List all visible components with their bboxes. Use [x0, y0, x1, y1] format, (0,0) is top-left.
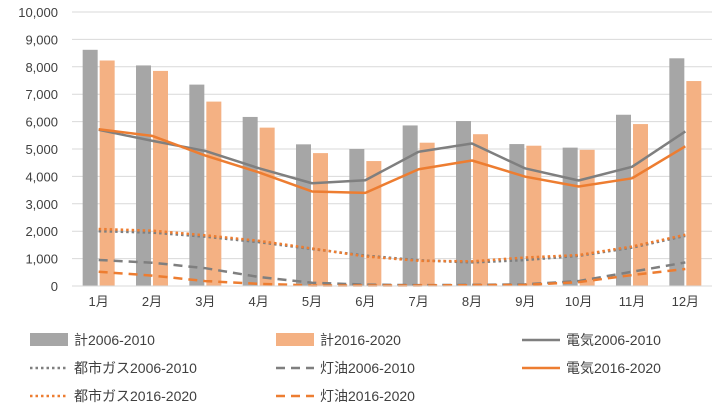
legend: 計2006-2010 計2016-2020 電気2006-2010 都市ガス2006-…	[30, 332, 661, 404]
bar	[509, 144, 525, 286]
x-tick-label: 4月	[249, 294, 269, 309]
bar	[349, 149, 365, 286]
bar	[366, 161, 382, 286]
legend-label: 計2016-2020	[320, 332, 401, 348]
legend-item: 計2016-2020	[276, 332, 401, 348]
series-lines	[98, 128, 687, 287]
legend-label: 灯油2016-2020	[320, 388, 415, 404]
bar	[206, 101, 222, 287]
bar	[259, 127, 275, 287]
y-tick-label: 5,000	[25, 142, 58, 157]
y-axis-ticks: 0 1,000 2,000 3,000 4,000 5,000 6,000 7,000 8,00…	[18, 5, 58, 294]
series-line	[98, 227, 686, 263]
legend-item: 電気2006-2010	[522, 332, 661, 348]
y-tick-label: 9,000	[25, 32, 58, 47]
bar	[686, 81, 702, 286]
x-tick-label: 8月	[462, 294, 482, 309]
y-tick-label: 6,000	[25, 115, 58, 130]
bar	[136, 65, 151, 287]
legend-label: 計2006-2010	[74, 332, 155, 348]
legend-item: 計2006-2010	[30, 332, 155, 348]
legend-item: 灯油2006-2010	[276, 360, 415, 376]
bar	[189, 84, 205, 286]
series-line	[98, 128, 687, 185]
bar	[313, 153, 328, 286]
legend-item: 都市ガス2006-2010	[30, 360, 197, 376]
legend-swatch	[276, 333, 314, 346]
legend-label: 灯油2006-2010	[320, 360, 415, 376]
legend-label: 電気2006-2010	[566, 332, 661, 348]
legend-item: 都市ガス2016-2020	[30, 388, 197, 404]
legend-swatch	[30, 333, 68, 346]
bar	[633, 124, 648, 286]
x-tick-label: 1月	[89, 294, 109, 309]
x-tick-label: 5月	[302, 294, 322, 309]
x-tick-label: 9月	[515, 294, 535, 309]
y-tick-label: 2,000	[25, 224, 58, 239]
y-tick-label: 7,000	[25, 87, 58, 102]
x-tick-label: 12月	[672, 294, 699, 309]
bar	[99, 60, 115, 286]
series-line	[98, 258, 686, 287]
series-line	[98, 128, 686, 195]
y-tick-label: 8,000	[25, 60, 58, 75]
x-tick-label: 3月	[195, 294, 215, 309]
bar	[579, 149, 595, 286]
legend-label: 都市ガス2016-2020	[74, 388, 197, 404]
bar	[402, 125, 418, 286]
bar	[82, 49, 98, 287]
bar	[616, 114, 631, 286]
series-line	[98, 267, 686, 287]
x-axis-ticks: 1月 2月 3月 4月 5月 6月 7月 8月 9月 10月 11月 12月	[89, 294, 700, 309]
series-line	[98, 229, 686, 264]
bar	[242, 116, 258, 286]
x-tick-label: 6月	[355, 294, 375, 309]
bar	[419, 142, 435, 286]
x-tick-label: 10月	[565, 294, 592, 309]
legend-label: 都市ガス2006-2010	[74, 360, 197, 376]
y-tick-label: 4,000	[25, 169, 58, 184]
gridlines	[72, 11, 712, 260]
y-tick-label: 3,000	[25, 197, 58, 212]
x-tick-label: 2月	[142, 294, 162, 309]
x-tick-label: 11月	[619, 294, 646, 309]
y-tick-label: 0	[51, 279, 58, 294]
legend-item: 電気2016-2020	[522, 360, 661, 376]
bar	[526, 145, 542, 286]
legend-item: 灯油2016-2020	[276, 388, 415, 404]
bars	[82, 49, 702, 287]
bar	[153, 70, 168, 286]
bar	[473, 134, 488, 286]
bar	[296, 144, 311, 286]
legend-label: 電気2016-2020	[566, 360, 661, 376]
y-tick-label: 10,000	[18, 5, 58, 20]
y-tick-label: 1,000	[25, 252, 58, 267]
bar	[562, 147, 578, 286]
bar	[669, 58, 685, 286]
x-tick-label: 7月	[409, 294, 429, 309]
